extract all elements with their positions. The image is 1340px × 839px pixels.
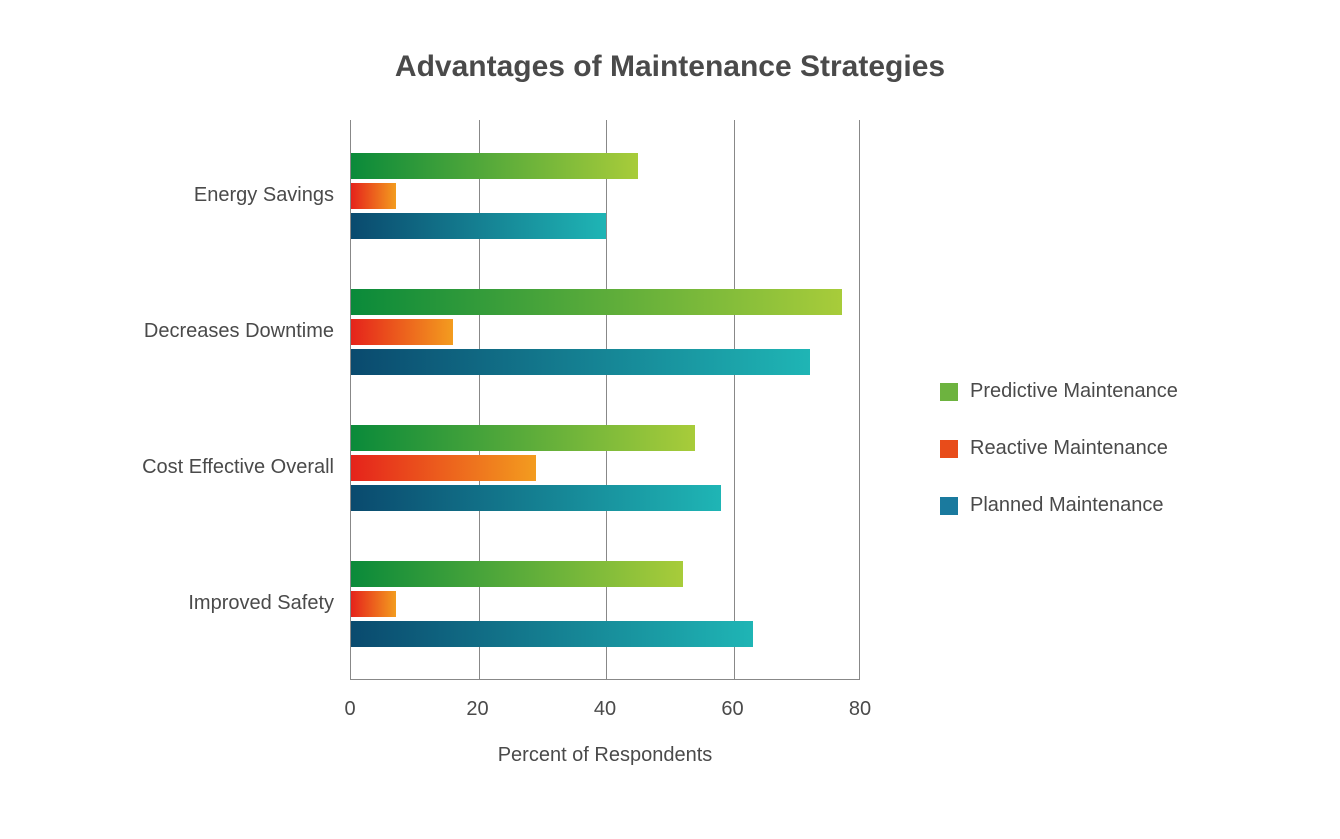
x-tick-label: 80 — [840, 698, 880, 721]
y-tick-label: Cost Effective Overall — [142, 456, 334, 479]
gridline — [479, 120, 480, 679]
bar — [351, 289, 842, 315]
bar — [351, 349, 810, 375]
gridline — [606, 120, 607, 679]
x-tick-label: 60 — [713, 698, 753, 721]
x-tick-label: 40 — [585, 698, 625, 721]
bar — [351, 319, 453, 345]
legend-swatch — [940, 497, 958, 515]
bar — [351, 561, 683, 587]
legend: Predictive Maintenance Reactive Maintenan… — [940, 380, 1178, 551]
bar — [351, 485, 721, 511]
y-tick-label: Energy Savings — [194, 184, 334, 207]
legend-item: Reactive Maintenance — [940, 437, 1178, 460]
bar — [351, 183, 396, 209]
x-tick-label: 20 — [458, 698, 498, 721]
bar — [351, 153, 638, 179]
bar — [351, 621, 753, 647]
legend-label: Reactive Maintenance — [970, 437, 1168, 460]
plot-area — [350, 120, 860, 680]
y-tick-label: Improved Safety — [188, 592, 334, 615]
bar — [351, 425, 695, 451]
chart-title: Advantages of Maintenance Strategies — [0, 50, 1340, 84]
bar — [351, 213, 606, 239]
bar — [351, 591, 396, 617]
y-tick-label: Decreases Downtime — [144, 320, 334, 343]
legend-item: Predictive Maintenance — [940, 380, 1178, 403]
x-axis-label: Percent of Respondents — [350, 744, 860, 767]
chart-container: Advantages of Maintenance Strategies Pre… — [0, 0, 1340, 839]
legend-item: Planned Maintenance — [940, 494, 1178, 517]
legend-label: Planned Maintenance — [970, 494, 1163, 517]
x-tick-label: 0 — [330, 698, 370, 721]
legend-swatch — [940, 383, 958, 401]
legend-label: Predictive Maintenance — [970, 380, 1178, 403]
bar — [351, 455, 536, 481]
gridline — [734, 120, 735, 679]
legend-swatch — [940, 440, 958, 458]
